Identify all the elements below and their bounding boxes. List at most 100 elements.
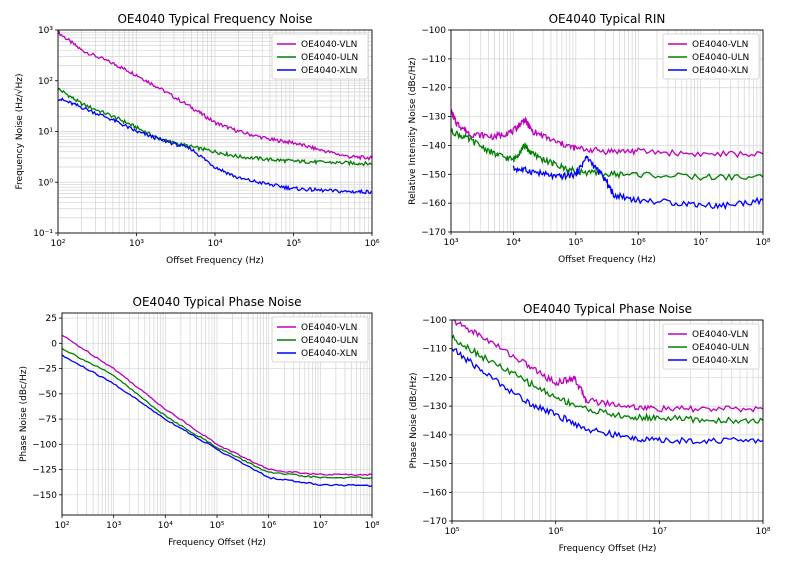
series-line-oe4040-uln	[451, 334, 764, 425]
legend-label: OE4040-XLN	[692, 66, 748, 76]
chart-title: OE4040 Typical Phase Noise	[133, 295, 302, 309]
x-tick-label: 10⁸	[364, 521, 379, 531]
x-axis-label: Frequency Offset (Hz)	[559, 544, 657, 554]
y-tick-label: 10³	[38, 26, 53, 36]
x-tick-label: 10⁴	[158, 521, 173, 531]
legend-label: OE4040-ULN	[692, 343, 749, 353]
y-tick-label: −170	[421, 228, 446, 238]
x-tick-label: 10⁵	[444, 527, 459, 537]
x-tick-label: 10⁶	[631, 238, 646, 248]
y-tick-label: 0	[51, 339, 57, 349]
y-tick-label: −110	[422, 345, 447, 355]
y-tick-label: −140	[422, 431, 447, 441]
y-tick-label: −110	[421, 55, 446, 65]
y-tick-label: −130	[421, 113, 446, 123]
x-tick-label: 10⁷	[652, 527, 667, 537]
x-axis-label: Frequency Offset (Hz)	[168, 538, 266, 548]
x-tick-label: 10⁷	[693, 238, 708, 248]
plot-frame	[450, 29, 764, 233]
x-tick-label: 10⁶	[261, 521, 276, 531]
y-axis-label: Phase Noise (dBc/Hz)	[19, 366, 29, 462]
chart-title: OE4040 Typical Frequency Noise	[117, 12, 312, 26]
y-tick-label: −130	[422, 402, 447, 412]
legend: OE4040-VLN OE4040-ULN OE4040-XLN	[271, 316, 369, 363]
y-tick-label: −125	[32, 466, 57, 476]
series-line-oe4040-uln	[450, 128, 764, 182]
x-tick-label: 10⁷	[313, 521, 328, 531]
series-line-oe4040-vln	[61, 334, 373, 477]
series-line-oe4040-xln	[61, 354, 373, 488]
legend-box	[271, 33, 369, 80]
x-tick-label: 10⁵	[209, 521, 224, 531]
x-tick-label: 10⁸	[755, 238, 770, 248]
y-axis-label: Relative Intensity Noise (dBc/Hz)	[408, 57, 418, 204]
series-line-oe4040-xln	[451, 348, 764, 445]
y-tick-label: −100	[422, 316, 447, 326]
x-tick-label: 10⁶	[548, 527, 563, 537]
y-tick-label: −50	[38, 390, 57, 400]
y-tick-label: −170	[422, 517, 447, 527]
y-tick-label: 10⁻¹	[33, 229, 53, 239]
legend: OE4040-VLN OE4040-ULN OE4040-XLN	[662, 323, 760, 370]
y-tick-label: −100	[421, 26, 446, 36]
legend-box	[662, 33, 760, 80]
series-line-oe4040-vln	[452, 319, 764, 414]
y-tick-label: −75	[38, 415, 57, 425]
plot-frame	[451, 319, 764, 522]
x-tick-label: 10⁴	[506, 238, 521, 248]
legend-label: OE4040-VLN	[301, 40, 357, 50]
legend-label: OE4040-XLN	[301, 66, 357, 76]
x-tick-label: 10²	[50, 239, 65, 249]
legend-box	[662, 323, 760, 370]
legend-label: OE4040-XLN	[301, 349, 357, 359]
x-tick-label: 10⁶	[364, 239, 379, 249]
y-tick-label: −25	[38, 365, 57, 375]
legend-label: OE4040-VLN	[692, 330, 748, 340]
series-line-oe4040-uln	[61, 347, 373, 479]
chart-title: OE4040 Typical Phase Noise	[523, 302, 692, 316]
legend-label: OE4040-ULN	[301, 53, 358, 63]
chart-title: OE4040 Typical RIN	[549, 12, 666, 26]
y-tick-label: −140	[421, 141, 446, 151]
legend: OE4040-VLN OE4040-ULN OE4040-XLN	[271, 33, 369, 80]
x-tick-label: 10²	[54, 521, 69, 531]
y-tick-label: −120	[421, 84, 446, 94]
y-tick-label: 10⁰	[38, 178, 53, 188]
y-tick-label: 25	[46, 314, 57, 324]
x-tick-label: 10⁵	[568, 238, 583, 248]
y-tick-label: 10²	[38, 77, 53, 87]
chart-panel-3: 10² 10³ 10⁴ 10⁵ 10⁶ 10⁷ 10⁸ −150 −125 −100 −75 −50 −…	[19, 295, 380, 548]
x-tick-label: 10³	[106, 521, 121, 531]
legend-label: OE4040-XLN	[692, 356, 748, 366]
y-tick-label: 10¹	[38, 128, 53, 138]
x-tick-label: 10³	[443, 238, 458, 248]
y-axis-label: Frequency Noise (Hz/√Hz)	[14, 74, 25, 190]
x-axis-label: Offset Frequency (Hz)	[558, 255, 656, 265]
series-line-oe4040-vln	[450, 109, 764, 159]
legend-label: OE4040-VLN	[301, 323, 357, 333]
chart-panel-2: 10³ 10⁴ 10⁵ 10⁶ 10⁷ 10⁸ −170 −160 −150 −140 −130 −1…	[408, 12, 771, 265]
y-tick-label: −160	[421, 199, 446, 209]
chart-panel-1: 10² 10³ 10⁴ 10⁵ 10⁶ 10⁻¹ 10⁰ 10¹ 10² 10³ OE4040 Ty…	[14, 12, 380, 266]
y-tick-label: −150	[421, 170, 446, 180]
chart-panel-4: 10⁵ 10⁶ 10⁷ 10⁸ −170 −160 −150 −140 −130 −120 −110…	[409, 302, 771, 554]
x-tick-label: 10⁵	[286, 239, 301, 249]
series-line-oe4040-vln	[57, 29, 373, 161]
y-tick-label: −160	[422, 488, 447, 498]
series-line-oe4040-uln	[57, 87, 373, 167]
x-axis-label: Offset Frequency (Hz)	[166, 256, 264, 266]
x-tick-label: 10⁴	[207, 239, 222, 249]
legend-label: OE4040-VLN	[692, 40, 748, 50]
legend-label: OE4040-ULN	[692, 53, 749, 63]
y-tick-label: −120	[422, 373, 447, 383]
series-line-oe4040-xln	[512, 155, 764, 211]
y-tick-label: −150	[32, 491, 57, 501]
x-tick-label: 10³	[129, 239, 144, 249]
series-line-oe4040-xln	[57, 97, 373, 195]
y-axis-label: Phase Noise (dBc/Hz)	[409, 373, 419, 469]
legend-box	[271, 316, 369, 363]
y-tick-label: −150	[422, 460, 447, 470]
legend: OE4040-VLN OE4040-ULN OE4040-XLN	[662, 33, 760, 80]
x-tick-label: 10⁸	[755, 527, 770, 537]
